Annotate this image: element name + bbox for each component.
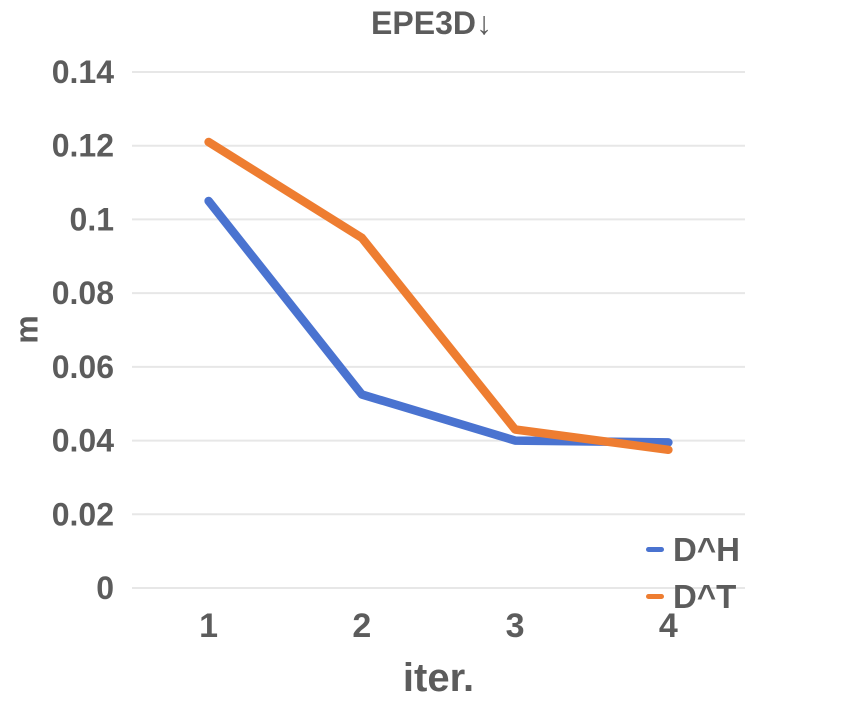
series-line-1 (204, 137, 673, 455)
legend-item-series-0: D^H (646, 530, 740, 568)
y-tick-label: 0.02 (52, 496, 114, 532)
legend-label: D^H (673, 530, 740, 568)
legend-marker-icon (646, 547, 664, 552)
legend-label: D^T (673, 577, 737, 615)
x-tick-label: 2 (352, 607, 371, 645)
x-tick-label: 4 (659, 607, 678, 645)
chart-title: EPE3D↓ (371, 5, 492, 41)
legend-item-series-1: D^T (646, 577, 740, 615)
y-tick-label: 0.1 (70, 201, 114, 237)
y-tick-label: 0.06 (52, 349, 114, 385)
y-tick-label: 0 (96, 570, 114, 606)
y-tick-label: 0.04 (52, 423, 114, 459)
legend: D^H D^T (646, 530, 740, 615)
y-tick-label: 0.08 (52, 275, 114, 311)
y-tick-label: 0.14 (52, 54, 114, 90)
legend-marker-icon (646, 594, 664, 599)
x-tick-label: 3 (506, 607, 525, 645)
x-tick-label: 1 (199, 607, 218, 645)
x-axis-title: iter. (402, 656, 475, 700)
series-line-0 (204, 196, 673, 447)
y-tick-label: 0.12 (52, 128, 114, 164)
